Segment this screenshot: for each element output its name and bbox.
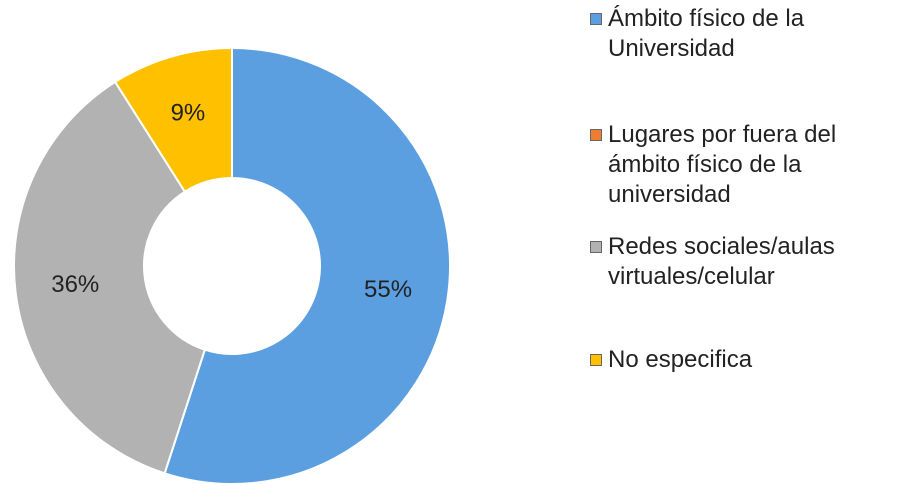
legend-label: Redes sociales/aulas virtuales/celular — [608, 233, 835, 290]
legend-item: Ámbito físico de la Universidad — [590, 4, 900, 64]
legend-swatch — [590, 13, 602, 25]
legend-item: Lugares por fuera del ámbito físico de l… — [590, 120, 900, 210]
legend-item: No especifica — [590, 345, 900, 375]
legend-swatch — [590, 241, 602, 253]
legend-label: Lugares por fuera del ámbito físico de l… — [608, 121, 837, 208]
legend-label: Ámbito físico de la Universidad — [608, 5, 805, 62]
legend-label: No especifica — [608, 346, 753, 373]
legend-item: Redes sociales/aulas virtuales/celular — [590, 232, 900, 292]
donut-area: 55% 36% 9% — [13, 46, 451, 484]
legend-swatch — [590, 354, 602, 366]
data-label: 36% — [51, 271, 99, 298]
donut-slice — [113, 46, 233, 194]
data-label: 9% — [171, 100, 206, 127]
donut-slice — [13, 80, 207, 475]
data-label: 55% — [364, 276, 412, 303]
legend-swatch — [590, 129, 602, 141]
donut-slice — [163, 46, 451, 484]
